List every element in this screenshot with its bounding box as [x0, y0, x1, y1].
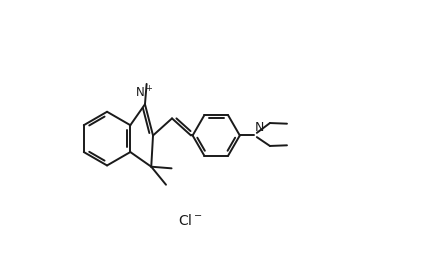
Text: N: N: [255, 121, 264, 134]
Text: Cl$^-$: Cl$^-$: [178, 213, 203, 228]
Text: N$^+$: N$^+$: [135, 85, 154, 100]
